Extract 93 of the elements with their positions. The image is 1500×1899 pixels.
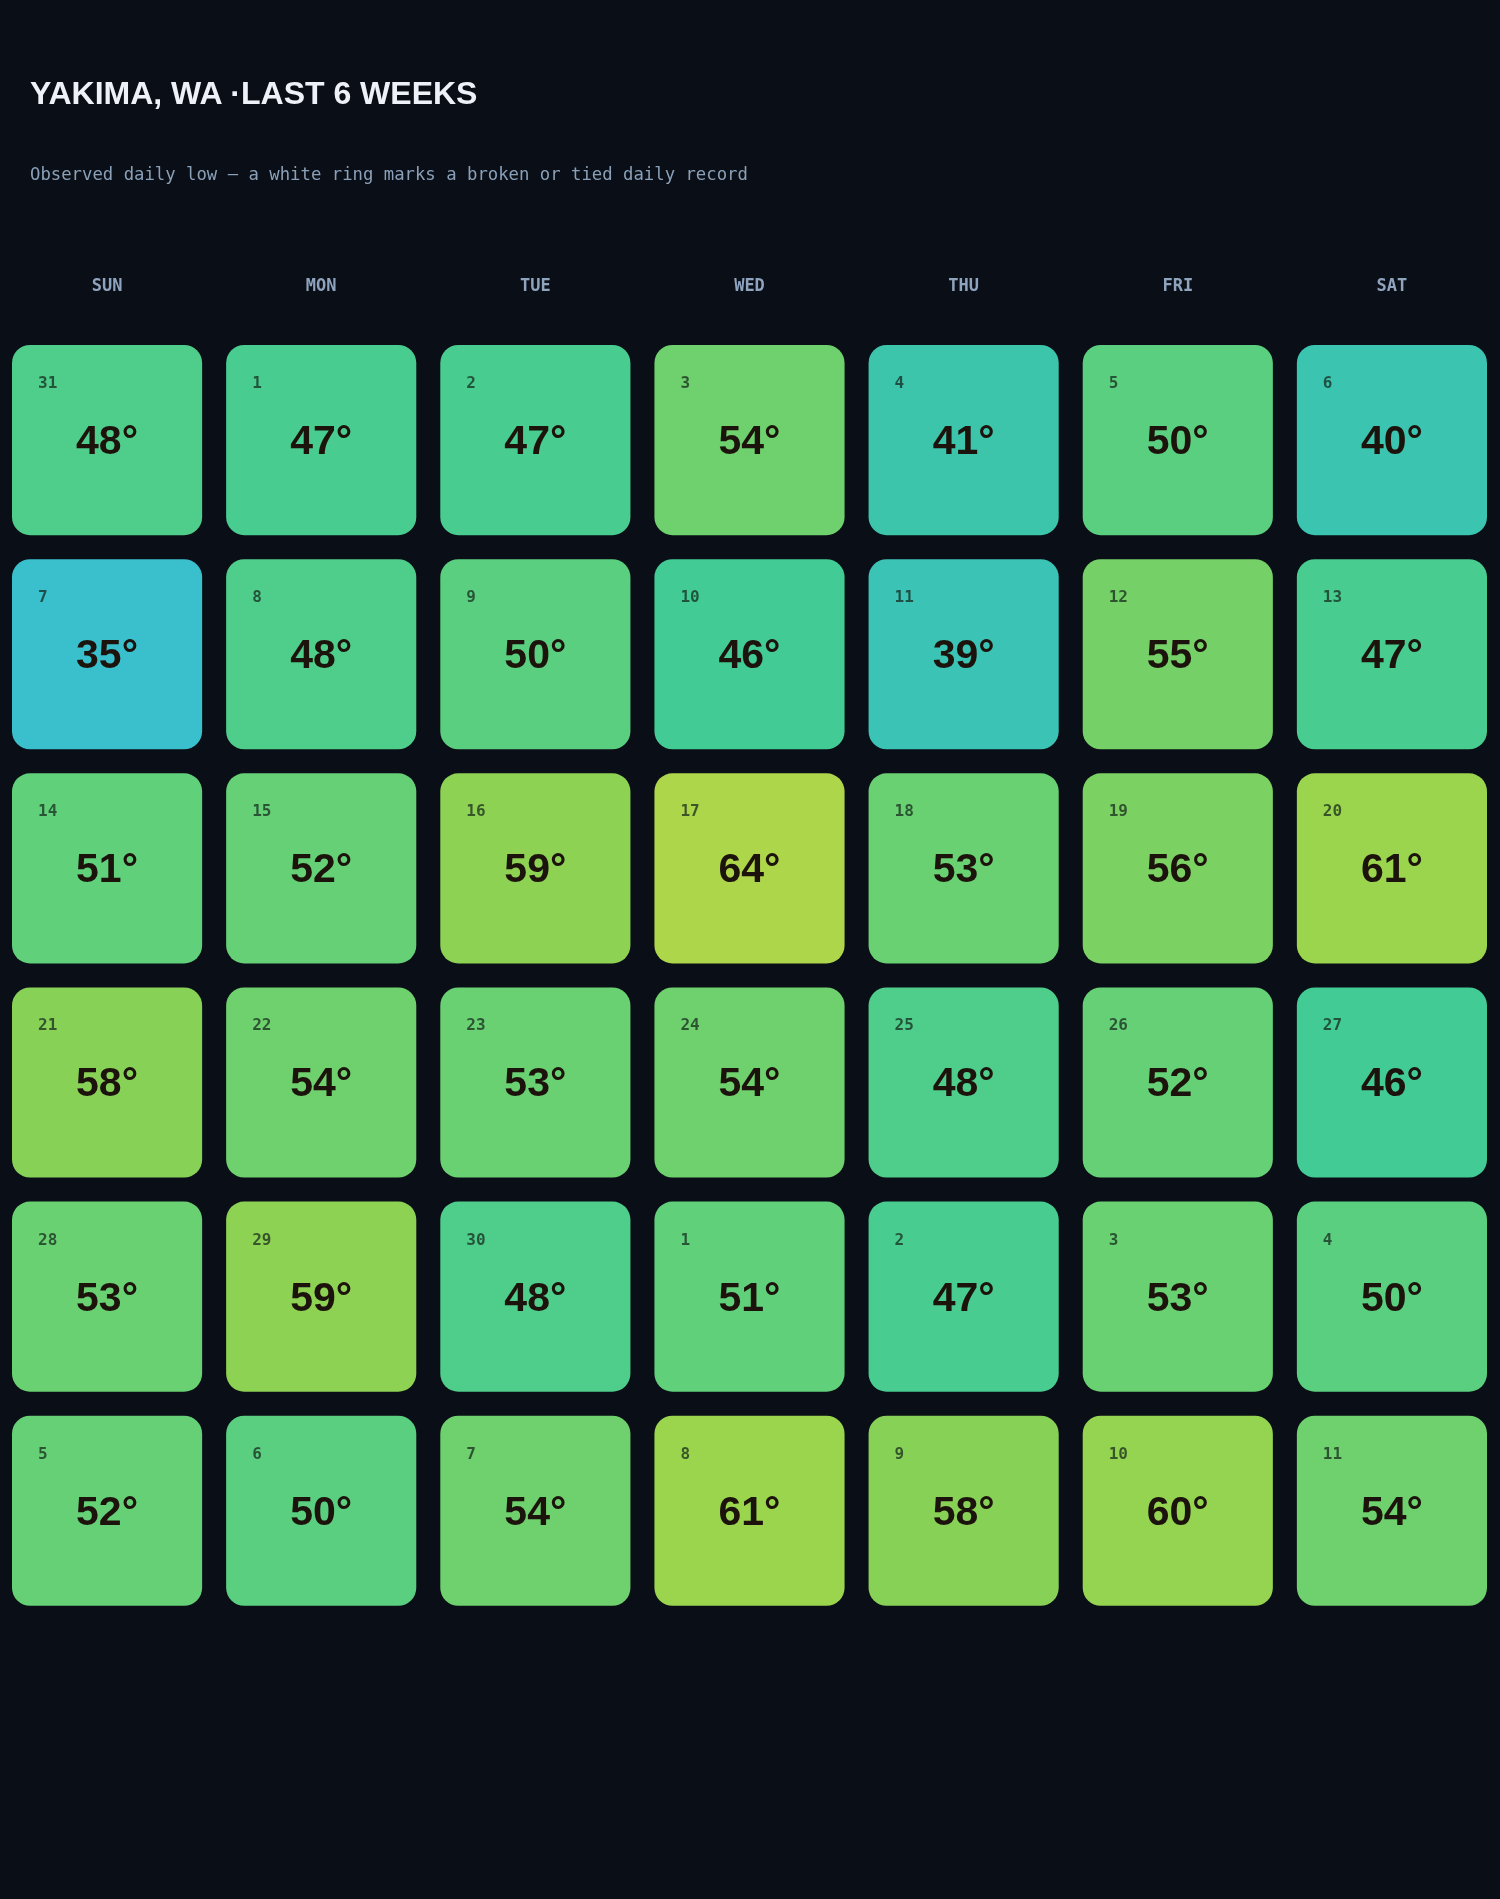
annotation: 2 xyxy=(466,373,476,392)
data-label: 64° xyxy=(718,845,781,892)
annotation: 10 xyxy=(1108,1443,1128,1463)
annotation: 18 xyxy=(894,801,914,821)
data-label: 60° xyxy=(1146,1487,1209,1534)
annotation: 4 xyxy=(894,373,905,392)
annotation: 9 xyxy=(894,1443,905,1463)
data-label: 59° xyxy=(504,845,567,892)
data-label: 50° xyxy=(504,631,567,678)
annotation: 8 xyxy=(252,587,262,607)
x-tick-label: THU xyxy=(948,275,979,295)
data-label: 61° xyxy=(1360,845,1423,892)
annotation: 22 xyxy=(252,1015,272,1035)
annotation: 21 xyxy=(38,1015,58,1035)
data-label: 47° xyxy=(290,417,353,463)
data-label: 54° xyxy=(718,417,781,463)
data-label: 46° xyxy=(1360,1059,1423,1106)
data-label: 48° xyxy=(504,1273,567,1320)
annotation: 11 xyxy=(894,587,914,607)
annotation: 1 xyxy=(680,1229,691,1249)
data-label: 53° xyxy=(76,1273,139,1320)
data-label: 58° xyxy=(932,1487,995,1534)
data-label: 50° xyxy=(1146,417,1209,463)
data-label: 54° xyxy=(504,1487,567,1534)
data-label: 50° xyxy=(290,1487,353,1534)
data-label: 55° xyxy=(1146,631,1209,678)
data-label: 52° xyxy=(76,1487,139,1534)
data-label: 40° xyxy=(1360,417,1423,463)
data-label: 50° xyxy=(1360,1273,1423,1320)
annotation: 13 xyxy=(1322,587,1343,607)
annotation: 14 xyxy=(38,801,58,821)
annotation: 27 xyxy=(1322,1015,1343,1035)
annotation: 5 xyxy=(1108,373,1119,392)
data-label: 61° xyxy=(718,1487,781,1534)
data-label: 54° xyxy=(290,1059,353,1106)
annotation: 20 xyxy=(1322,801,1343,821)
data-label: 58° xyxy=(76,1059,139,1106)
data-label: 47° xyxy=(504,417,567,463)
data-label: 53° xyxy=(504,1059,567,1106)
data-label: 52° xyxy=(1146,1059,1209,1106)
annotation: 6 xyxy=(1322,373,1333,392)
data-label: 35° xyxy=(76,631,139,678)
data-label: 59° xyxy=(290,1273,353,1320)
annotation: 7 xyxy=(38,587,48,607)
annotation: 4 xyxy=(1322,1229,1333,1249)
annotation: 30 xyxy=(466,1229,486,1249)
annotation: 29 xyxy=(252,1229,272,1249)
annotation: 16 xyxy=(466,801,486,821)
annotation: 24 xyxy=(680,1015,700,1035)
data-label: 51° xyxy=(718,1273,781,1320)
data-label: 46° xyxy=(718,631,781,678)
data-label: 56° xyxy=(1146,845,1209,892)
data-label: 48° xyxy=(290,631,353,678)
data-label: 48° xyxy=(76,417,139,463)
annotation: 8 xyxy=(680,1443,691,1463)
data-label: 53° xyxy=(1146,1273,1209,1320)
x-tick-label: FRI xyxy=(1162,275,1194,295)
annotation: 3 xyxy=(1108,1229,1119,1249)
annotation: 12 xyxy=(1108,587,1128,607)
x-tick-label: WED xyxy=(734,275,765,295)
data-label: 52° xyxy=(290,845,353,892)
x-tick-label: MON xyxy=(305,275,337,295)
data-label: 53° xyxy=(932,845,995,892)
annotation: 10 xyxy=(680,587,700,607)
data-label: 47° xyxy=(1360,631,1423,678)
annotation: 25 xyxy=(894,1015,914,1035)
x-tick-label: SUN xyxy=(91,275,123,295)
data-label: 54° xyxy=(718,1059,781,1106)
data-label: 51° xyxy=(76,845,139,892)
annotation: 23 xyxy=(466,1015,486,1035)
annotation: 5 xyxy=(38,1443,48,1463)
annotation: 1 xyxy=(252,373,262,392)
annotation: 31 xyxy=(38,373,58,392)
data-label: 54° xyxy=(1360,1487,1423,1534)
annotation: 17 xyxy=(680,801,700,821)
annotation: 19 xyxy=(1108,801,1128,821)
data-label: 41° xyxy=(932,417,995,463)
annotation: 6 xyxy=(252,1443,262,1463)
annotation: 9 xyxy=(466,587,476,607)
annotation: 3 xyxy=(680,373,691,392)
chart-title: YAKIMA, WA ·LAST 6 WEEKS xyxy=(30,75,478,111)
chart-subtitle: Observed daily low — a white ring marks a broken or tied daily record xyxy=(30,164,748,184)
x-tick-label: SAT xyxy=(1376,275,1408,295)
annotation: 11 xyxy=(1322,1443,1343,1463)
x-tick-label: TUE xyxy=(520,275,551,295)
annotation: 2 xyxy=(894,1229,905,1249)
data-label: 48° xyxy=(932,1059,995,1106)
annotation: 26 xyxy=(1108,1015,1128,1035)
annotation: 28 xyxy=(38,1229,58,1249)
data-label: 47° xyxy=(932,1273,995,1320)
data-label: 39° xyxy=(932,631,995,678)
annotation: 15 xyxy=(252,801,272,821)
annotation: 7 xyxy=(466,1443,476,1463)
